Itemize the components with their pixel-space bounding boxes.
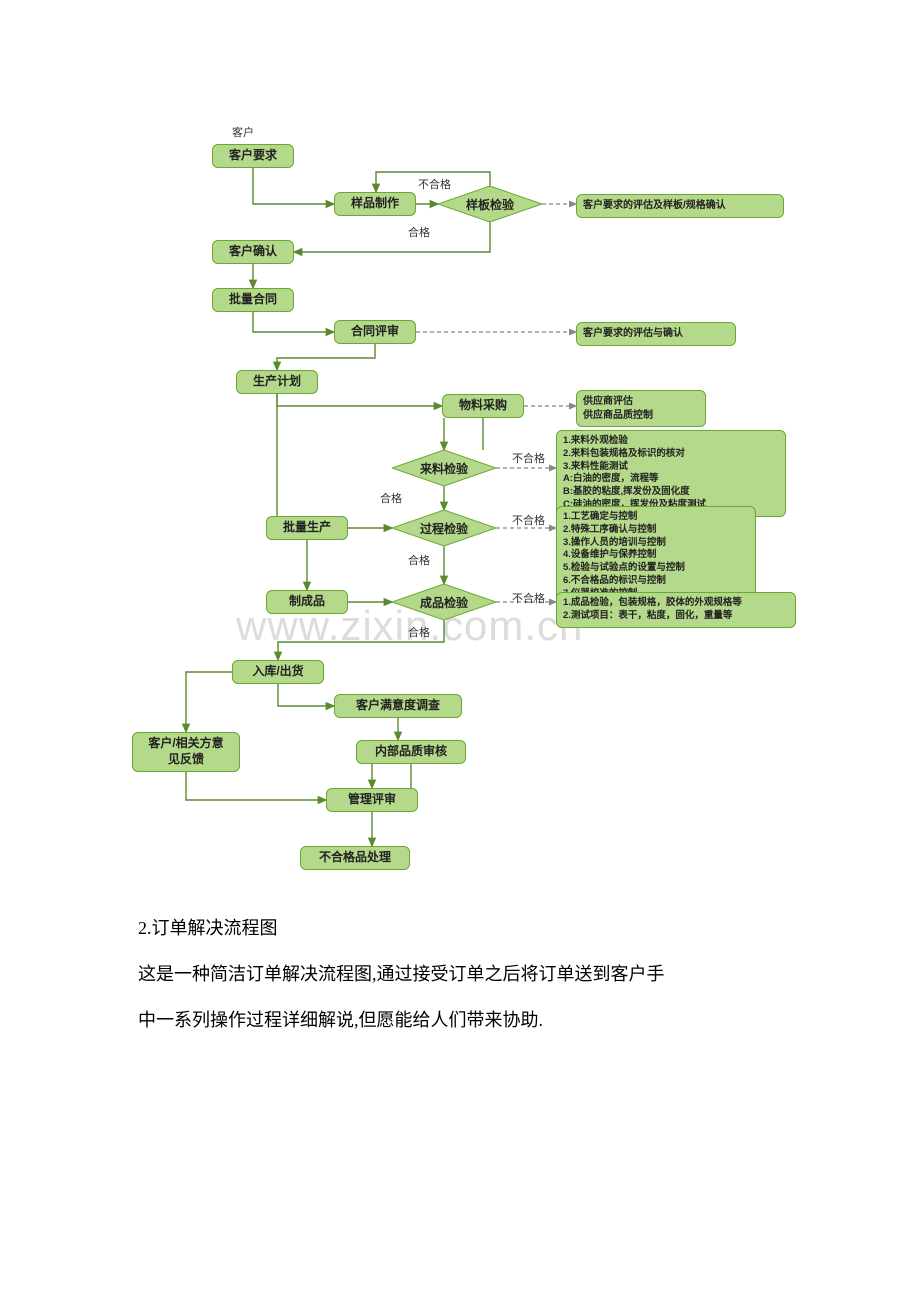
diamond-final-inspect-label: 成品检验: [420, 594, 468, 611]
node-customer-request: 客户要求: [212, 144, 294, 168]
node-finished-product: 制成品: [266, 590, 348, 614]
section-heading: 2.订单解决流程图: [138, 910, 278, 946]
node-customer-confirm: 客户确认: [212, 240, 294, 264]
annot-req-eval: 客户要求的评估与确认: [576, 322, 736, 346]
node-sample-make: 样品制作: [334, 192, 416, 216]
node-nonconforming: 不合格品处理: [300, 846, 410, 870]
diamond-final-inspect: 成品检验: [392, 584, 496, 620]
edge-label-fail-2: 不合格: [512, 450, 545, 466]
node-internal-audit: 内部品质审核: [356, 740, 466, 764]
page-canvas: www.zixin.com.cn 客户: [0, 0, 920, 1302]
edge-label-pass-1: 合格: [408, 224, 430, 240]
node-production-plan: 生产计划: [236, 370, 318, 394]
node-batch-production: 批量生产: [266, 516, 348, 540]
paragraph-line-2: 中一系列操作过程详细解说,但愿能给人们带来协助.: [138, 1002, 543, 1038]
annot-final: 1.成品检验，包装规格，胶体的外观规格等 2.测试项目：表干，粘度，固化，重量等: [556, 592, 796, 628]
edge-label-fail-4: 不合格: [512, 590, 545, 606]
node-feedback: 客户/相关方意 见反馈: [132, 732, 240, 772]
node-material-purchase: 物料采购: [442, 394, 524, 418]
diamond-incoming-inspect-label: 来料检验: [420, 460, 468, 477]
node-management-review: 管理评审: [326, 788, 418, 812]
annot-process: 1.工艺确定与控制 2.特殊工序确认与控制 3.操作人员的培训与控制 4.设备维…: [556, 506, 756, 606]
diamond-process-inspect-label: 过程检验: [420, 520, 468, 537]
annot-sample-eval: 客户要求的评估及样板/规格确认: [576, 194, 784, 218]
diamond-sample-inspect: 样板检验: [438, 186, 542, 222]
diamond-sample-inspect-label: 样板检验: [466, 196, 514, 213]
diamond-incoming-inspect: 来料检验: [392, 450, 496, 486]
edge-label-pass-2: 合格: [380, 490, 402, 506]
edge-label-fail-3: 不合格: [512, 512, 545, 528]
node-batch-contract: 批量合同: [212, 288, 294, 312]
node-contract-review: 合同评审: [334, 320, 416, 344]
edge-label-pass-3: 合格: [408, 552, 430, 568]
node-warehouse-ship: 入库/出货: [232, 660, 324, 684]
edge-label-fail-1: 不合格: [418, 176, 451, 192]
node-satisfaction-survey: 客户满意度调查: [334, 694, 462, 718]
annot-supplier: 供应商评估 供应商品质控制: [576, 390, 706, 427]
paragraph-line-1: 这是一种简洁订单解决流程图,通过接受订单之后将订单送到客户手: [138, 956, 665, 992]
edge-label-pass-4: 合格: [408, 624, 430, 640]
diamond-process-inspect: 过程检验: [392, 510, 496, 546]
annot-incoming: 1.来料外观检验 2.来料包装规格及标识的核对 3.来料性能测试 A:白油的密度…: [556, 430, 786, 517]
swimlane-customer-label: 客户: [232, 124, 254, 140]
